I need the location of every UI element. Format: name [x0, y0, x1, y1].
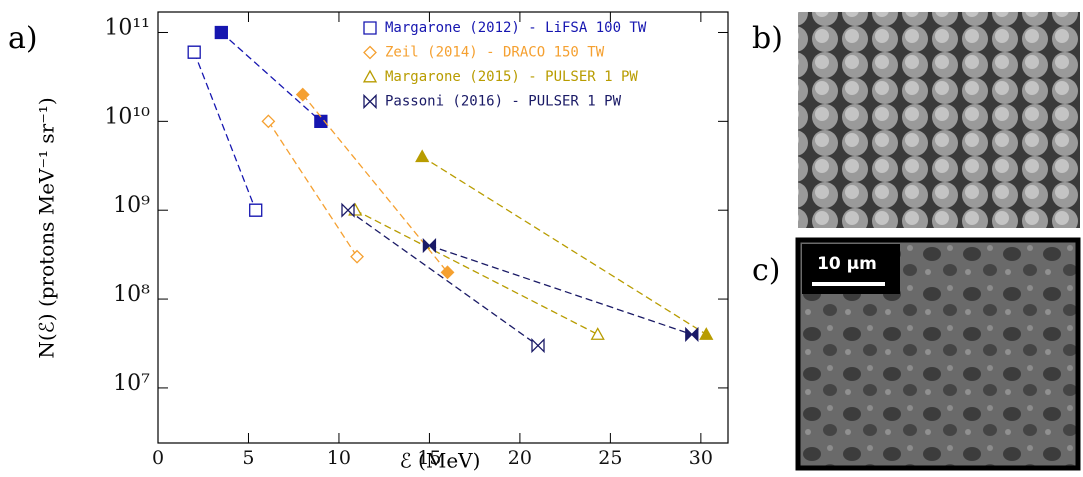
data-point [341, 202, 355, 218]
data-point [261, 114, 276, 129]
y-axis-label: N(ℰ) (protons MeV⁻¹ sr⁻¹) [35, 97, 59, 358]
series-line [347, 209, 539, 347]
series-line [267, 120, 358, 258]
x-tick-label: 20 [508, 447, 532, 469]
legend-marker [363, 21, 377, 35]
x-tick-label: 30 [689, 447, 713, 469]
legend-marker [363, 93, 377, 110]
data-point [295, 87, 310, 102]
legend-marker [363, 45, 377, 60]
y-tick-label: 10¹¹ [104, 15, 150, 40]
x-tick-label: 0 [152, 447, 164, 469]
panel-label: b) [752, 21, 783, 56]
data-point [422, 237, 437, 254]
data-point [314, 114, 328, 128]
y-tick-label: 10⁹ [113, 193, 150, 218]
data-point [440, 265, 455, 280]
series-line [354, 209, 599, 336]
x-tick-label: 10 [327, 447, 351, 469]
legend-label: Zeil (2014) - DRACO 150 TW [385, 45, 605, 61]
y-tick-label: 10⁷ [113, 371, 150, 396]
panel-label: a) [8, 21, 38, 56]
series-line [429, 244, 693, 336]
legend-label: Passoni (2016) - PULSER 1 PW [385, 94, 622, 110]
data-point [699, 327, 714, 340]
legend-label: Margarone (2012) - LiFSA 100 TW [385, 20, 647, 36]
x-tick-label: 15 [417, 447, 441, 469]
sem-image-spheres [798, 12, 1080, 228]
data-point [350, 249, 364, 264]
legend-label: Margarone (2015) - PULSER 1 PW [385, 69, 638, 85]
y-tick-label: 10⁸ [113, 282, 150, 307]
x-axis-label: ℰ (MeV) [400, 449, 481, 473]
data-point [590, 327, 605, 340]
data-point [531, 337, 545, 354]
x-tick-label: 5 [242, 447, 254, 469]
plot-frame [157, 11, 729, 444]
panel-label: c) [752, 253, 781, 288]
data-point [415, 149, 430, 163]
series-line [421, 156, 707, 335]
data-point [187, 45, 201, 59]
legend-marker [362, 69, 378, 83]
series-line [220, 31, 322, 122]
scale-bar-label: 10 μm [817, 254, 877, 274]
y-tick-label: 10¹⁰ [104, 104, 150, 129]
x-tick-label: 25 [598, 447, 622, 469]
data-point [685, 326, 699, 342]
data-point [214, 25, 228, 40]
data-point [249, 203, 263, 217]
series-line [193, 51, 257, 211]
